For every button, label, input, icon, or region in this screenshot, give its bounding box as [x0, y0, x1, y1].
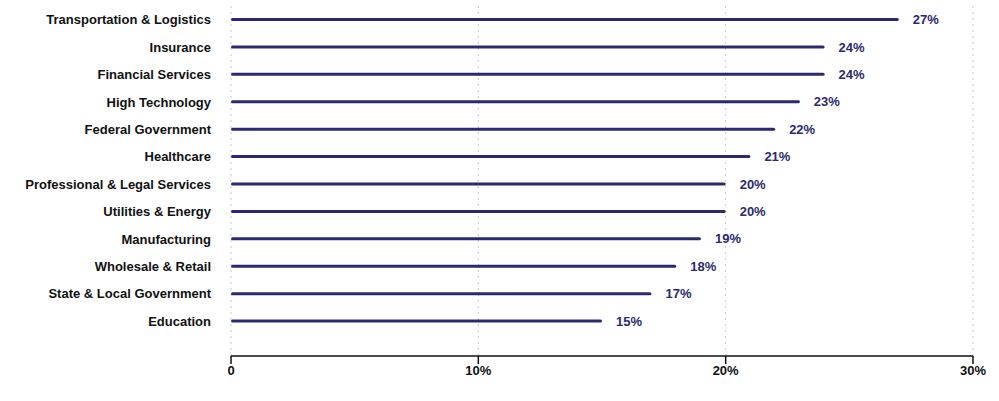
svg-text:19%: 19%	[715, 231, 741, 246]
svg-text:30%: 30%	[960, 363, 986, 378]
svg-text:20%: 20%	[713, 363, 739, 378]
svg-text:Wholesale & Retail: Wholesale & Retail	[95, 259, 211, 274]
svg-text:10%: 10%	[465, 363, 491, 378]
svg-text:0: 0	[227, 363, 234, 378]
svg-text:Utilities & Energy: Utilities & Energy	[103, 204, 211, 219]
svg-text:Financial Services: Financial Services	[98, 67, 211, 82]
svg-text:Insurance: Insurance	[150, 40, 211, 55]
svg-text:17%: 17%	[665, 286, 691, 301]
svg-text:20%: 20%	[740, 204, 766, 219]
svg-text:Education: Education	[148, 314, 211, 329]
svg-text:22%: 22%	[789, 122, 815, 137]
svg-text:High Technology: High Technology	[107, 95, 212, 110]
svg-text:Federal Government: Federal Government	[85, 122, 212, 137]
svg-text:Manufacturing: Manufacturing	[121, 232, 211, 247]
svg-text:24%: 24%	[839, 67, 865, 82]
svg-text:Transportation & Logistics: Transportation & Logistics	[46, 12, 211, 27]
svg-text:27%: 27%	[913, 12, 939, 27]
svg-text:15%: 15%	[616, 314, 642, 329]
svg-text:18%: 18%	[690, 259, 716, 274]
svg-text:State & Local Government: State & Local Government	[48, 286, 211, 301]
svg-text:24%: 24%	[839, 40, 865, 55]
svg-text:20%: 20%	[740, 177, 766, 192]
svg-text:21%: 21%	[764, 149, 790, 164]
svg-text:23%: 23%	[814, 94, 840, 109]
svg-text:Healthcare: Healthcare	[145, 149, 211, 164]
svg-text:Professional & Legal Services: Professional & Legal Services	[25, 177, 211, 192]
